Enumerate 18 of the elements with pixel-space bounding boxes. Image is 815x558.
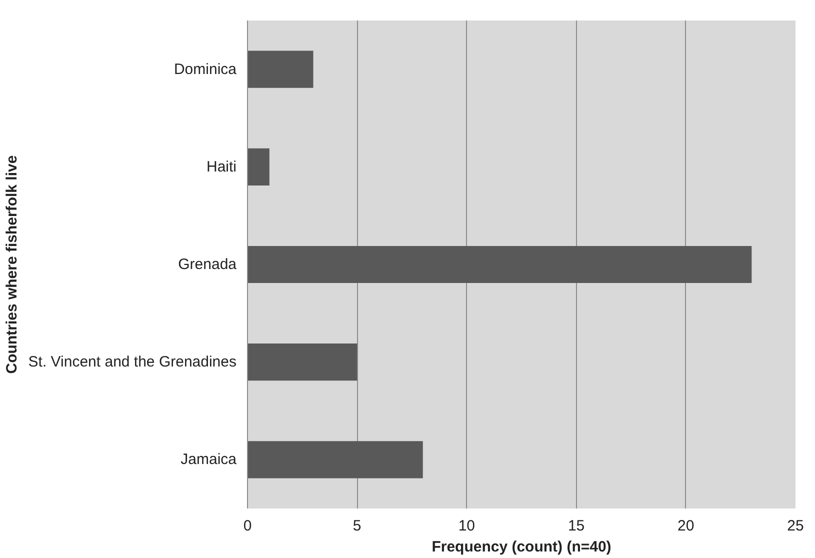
x-tick-label: 0 xyxy=(243,518,252,534)
bar xyxy=(248,344,358,381)
bar xyxy=(248,441,423,478)
y-tick-label: Grenada xyxy=(178,256,238,273)
bar xyxy=(248,50,314,88)
y-tick-label: Haiti xyxy=(206,158,237,176)
x-axis-title: Frequency (count) (n=40) xyxy=(432,538,612,556)
x-tick-label: 10 xyxy=(458,518,476,534)
bar xyxy=(248,148,270,186)
y-tick-label: St. Vincent and the Grenadines xyxy=(28,354,237,371)
y-tick-label: Jamaica xyxy=(180,451,238,468)
y-axis-title: Countries where fisherfolk live xyxy=(3,155,20,374)
x-tick-label: 25 xyxy=(787,518,804,534)
x-tick-label: 15 xyxy=(568,518,585,534)
y-tick-label: Dominica xyxy=(174,60,238,78)
bar xyxy=(248,246,752,284)
x-tick-label: 5 xyxy=(352,518,362,534)
x-tick-label: 20 xyxy=(678,518,694,534)
